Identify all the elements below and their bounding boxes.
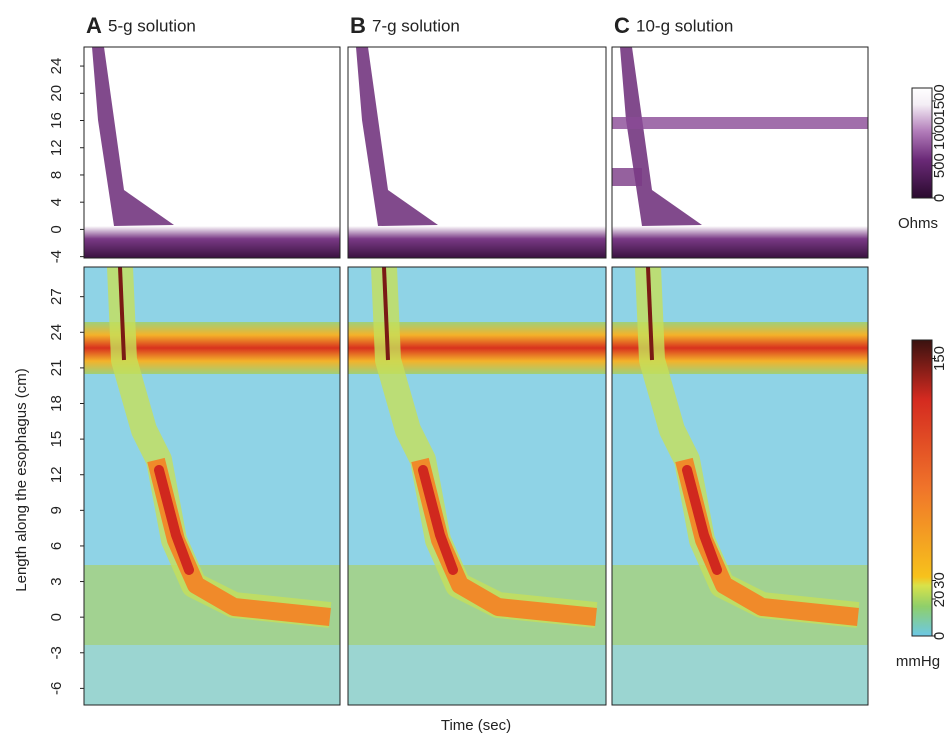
y-tick-label: 15	[48, 431, 65, 448]
pressure-streak-core	[154, 465, 194, 575]
pressure-low	[348, 645, 606, 705]
impedance-band	[612, 117, 868, 129]
pressure-streak-core	[682, 465, 722, 575]
y-tick-label: -6	[48, 682, 65, 695]
colorbar-label: Ohms	[898, 215, 938, 232]
panel-frame	[347, 266, 607, 706]
impedance-bolus-streak	[356, 47, 438, 226]
panel-letter: A	[86, 13, 102, 38]
pressure-streak-core	[418, 465, 458, 575]
y-tick-label: 21	[48, 360, 65, 377]
y-tick-label: -4	[48, 250, 65, 263]
pressure-onset	[646, 266, 654, 361]
colorbar-tick-label: 1000	[931, 117, 948, 150]
impedance-low-band	[84, 226, 340, 258]
colorbar-label: mmHg	[896, 653, 940, 670]
y-tick-label: 20	[48, 85, 65, 102]
y-tick-label: 8	[48, 171, 65, 179]
y-tick-label: 9	[48, 506, 65, 514]
y-tick-label: 27	[48, 288, 65, 305]
panel-letter: B	[350, 13, 366, 38]
x-axis-label: Time (sec)	[441, 717, 511, 734]
y-tick-label: 4	[48, 198, 65, 206]
panel-frame	[83, 266, 341, 706]
colorbar	[911, 87, 933, 199]
pressure-low	[612, 645, 868, 705]
y-tick-label: 24	[48, 58, 65, 75]
panel-title: 7-g solution	[372, 16, 460, 35]
colorbar-tick-label: 0	[931, 194, 948, 202]
pressure-onset	[118, 266, 126, 361]
y-tick-label: 18	[48, 395, 65, 412]
impedance-bolus-streak	[92, 47, 174, 226]
y-tick-label: 12	[48, 466, 65, 483]
colorbar-tick-label: 500	[931, 153, 948, 178]
colorbar	[911, 339, 933, 637]
panel-frame	[611, 46, 869, 259]
y-tick-label: 12	[48, 139, 65, 156]
panel-frame	[347, 46, 607, 259]
y-tick-label: -3	[48, 646, 65, 659]
panel-frame	[611, 266, 869, 706]
y-tick-label: 0	[48, 225, 65, 233]
panel-title: 5-g solution	[108, 16, 196, 35]
panel-frame	[83, 46, 341, 259]
y-tick-label: 16	[48, 112, 65, 129]
colorbar-tick-label: 0	[931, 632, 948, 640]
y-axis-label: Length along the esophagus (cm)	[13, 368, 30, 591]
colorbar-tick-label: 20	[931, 591, 948, 608]
y-tick-label: 6	[48, 542, 65, 550]
y-tick-label: 3	[48, 577, 65, 585]
colorbar-tick-label: 1500	[931, 84, 948, 117]
colorbar-tick-label: 30	[931, 572, 948, 589]
y-tick-label: 0	[48, 613, 65, 621]
impedance-band	[612, 168, 642, 186]
y-tick-label: 24	[48, 324, 65, 341]
panel-letter: C	[614, 13, 630, 38]
impedance-low-band	[612, 226, 868, 258]
colorbar-tick-label: 150	[931, 346, 948, 371]
panel-title: 10-g solution	[636, 16, 733, 35]
impedance-low-band	[348, 226, 606, 258]
pressure-onset	[382, 266, 390, 361]
pressure-low	[84, 645, 340, 705]
